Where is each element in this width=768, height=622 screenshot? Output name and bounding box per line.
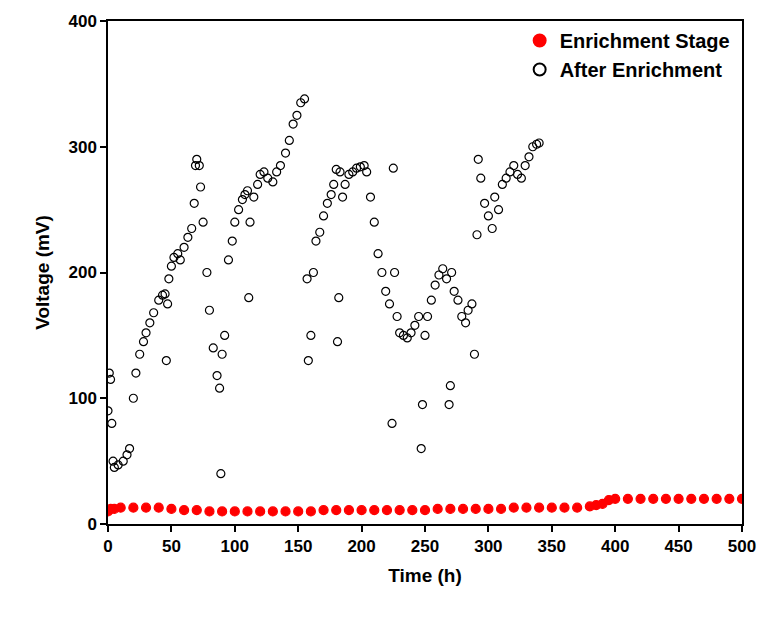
svg-text:50: 50: [162, 537, 181, 556]
svg-text:Enrichment Stage: Enrichment Stage: [560, 30, 730, 52]
svg-text:200: 200: [68, 263, 96, 282]
svg-text:150: 150: [284, 537, 312, 556]
svg-text:300: 300: [68, 138, 96, 157]
svg-text:Voltage (mV): Voltage (mV): [32, 215, 53, 330]
svg-text:400: 400: [68, 12, 96, 31]
svg-text:100: 100: [221, 537, 249, 556]
svg-text:300: 300: [474, 537, 502, 556]
svg-text:0: 0: [103, 537, 112, 556]
svg-text:100: 100: [68, 389, 96, 408]
svg-text:250: 250: [411, 537, 439, 556]
svg-text:0: 0: [87, 515, 96, 534]
svg-text:350: 350: [538, 537, 566, 556]
svg-text:500: 500: [728, 537, 756, 556]
svg-text:After Enrichment: After Enrichment: [560, 59, 723, 81]
svg-text:400: 400: [601, 537, 629, 556]
svg-text:200: 200: [347, 537, 375, 556]
svg-text:450: 450: [664, 537, 692, 556]
svg-text:Time (h): Time (h): [388, 565, 462, 586]
